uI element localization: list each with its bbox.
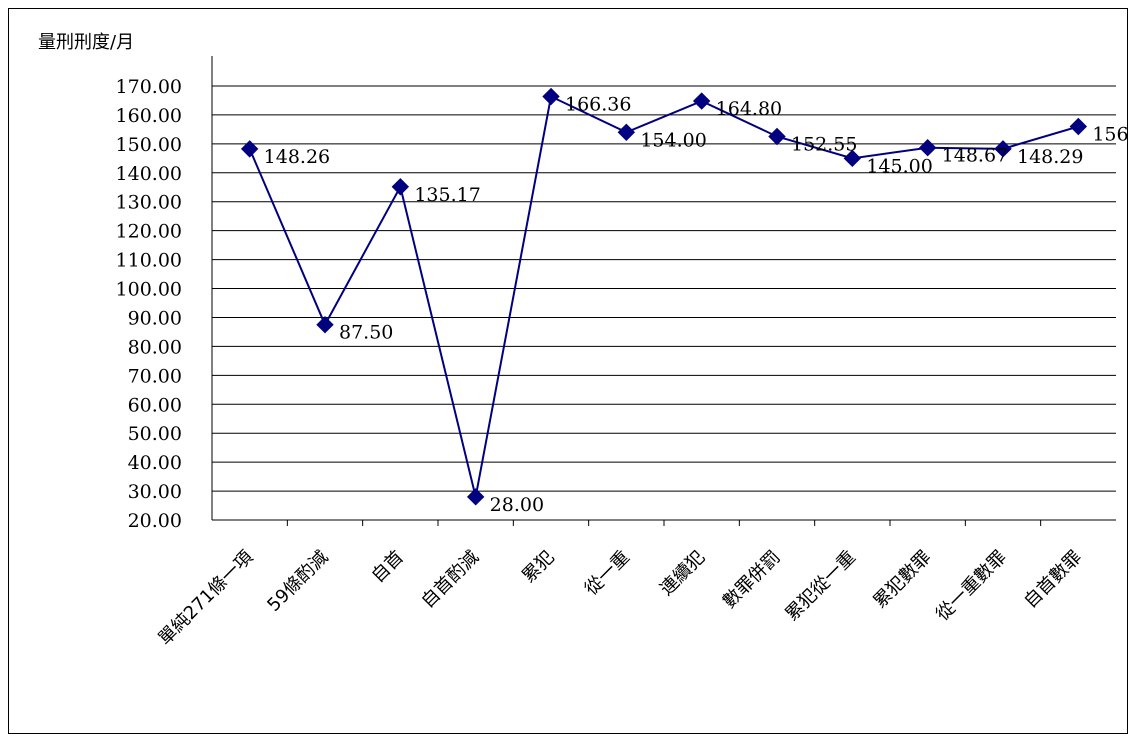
x-tick-label: 連續犯 [656,547,709,600]
data-labels: 148.26 87.50 135.17 28.00 166.36 154.00 164.80… [264,94,1129,516]
y-tick-label: 120.00 [116,221,182,243]
x-tick-label: 自首酌減 [417,547,483,613]
data-point-marker [994,140,1012,158]
x-tick-label: 累犯數罪 [869,547,935,613]
data-point-marker [843,149,862,168]
x-tick-label: 從一重 [581,547,634,600]
data-label: 28.00 [490,494,544,516]
y-tick-label: 60.00 [128,394,182,416]
x-tick-label: 累犯從一重 [781,547,859,625]
data-label: 166.36 [565,94,631,116]
axes [211,56,1116,526]
y-tick-label: 110.00 [116,250,182,272]
x-tick-label: 從一重數罪 [932,547,1010,625]
data-label: 148.29 [1017,146,1083,168]
y-tick-label: 90.00 [128,307,182,329]
data-label: 152.55 [791,133,857,155]
data-label: 156 [1092,124,1128,146]
data-series [240,87,1088,506]
data-point-marker [692,92,711,110]
data-point-marker [542,87,560,106]
y-tick-label: 170.00 [116,76,182,98]
data-point-marker [466,488,485,506]
data-point-marker [918,139,937,157]
y-tick-label: 100.00 [116,279,182,301]
y-tick-label: 160.00 [116,105,182,127]
y-tick-label: 80.00 [128,336,182,358]
data-point-marker [617,123,636,142]
data-point-marker [240,140,259,158]
series-line [248,95,1079,498]
y-tick-label: 140.00 [116,163,182,185]
x-tick-label: 自首數罪 [1020,547,1086,613]
y-tick-label: 50.00 [128,423,182,445]
data-point-marker [391,178,410,196]
y-tick-label: 30.00 [128,481,182,503]
y-tick-label: 20.00 [128,510,182,532]
data-label: 154.00 [640,129,706,151]
y-axis-title: 量刑刑度/月 [38,32,134,53]
x-tick-label: 59條酌減 [263,547,332,616]
data-point-marker [768,127,786,146]
data-label: 87.50 [339,322,393,344]
y-tick-label: 40.00 [128,452,182,474]
data-point-marker [1069,117,1088,136]
y-tick-labels: 20.00 30.00 40.00 50.00 60.00 70.00 80.00 90.00… [116,76,182,532]
y-tick-label: 130.00 [116,192,182,214]
data-label: 135.17 [414,184,480,206]
x-tick-label: 自首 [368,547,408,587]
data-label: 148.67 [942,145,1008,167]
x-tick-label: 數罪併罰 [719,547,785,613]
data-label: 145.00 [866,155,932,177]
data-label: 164.80 [716,98,782,120]
y-tick-label: 70.00 [128,365,182,387]
x-tick-label: 單純271條一項 [154,547,257,650]
y-tick-label: 150.00 [116,134,182,156]
x-tick-label: 累犯 [518,547,558,587]
chart-frame [8,8,1128,734]
gridlines [212,85,1116,492]
data-label: 148.26 [264,146,330,168]
data-point-marker [316,315,334,334]
